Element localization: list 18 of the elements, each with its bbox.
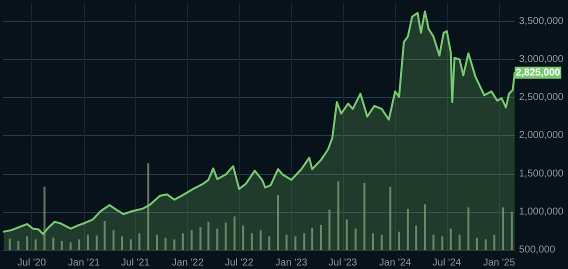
y-tick-label: 500,000 bbox=[519, 244, 556, 256]
x-tick-label: Jul '21 bbox=[121, 258, 150, 268]
x-tick-label: Jul '23 bbox=[328, 258, 358, 268]
x-tick-label: Jul '20 bbox=[17, 258, 46, 268]
x-tick-label: Jan '24 bbox=[379, 258, 412, 268]
y-tick-label: 1,500,000 bbox=[519, 168, 564, 180]
x-tick-label: Jan '21 bbox=[68, 258, 100, 268]
y-tick-label: 1,000,000 bbox=[519, 206, 564, 218]
x-tick-label: Jan '25 bbox=[483, 258, 516, 268]
x-tick-label: Jul '22 bbox=[224, 258, 254, 268]
data-label: 2,825,000 bbox=[516, 67, 561, 78]
y-tick-label: 2,500,000 bbox=[519, 92, 564, 104]
x-tick-label: Jan '23 bbox=[275, 258, 308, 268]
x-tick-label: Jan '22 bbox=[172, 258, 204, 268]
x-tick-label: Jul '24 bbox=[432, 258, 462, 268]
y-tick-label: 3,500,000 bbox=[519, 16, 564, 27]
y-tick-label: 3,000,000 bbox=[519, 54, 564, 65]
y-tick-label: 2,000,000 bbox=[519, 130, 564, 142]
